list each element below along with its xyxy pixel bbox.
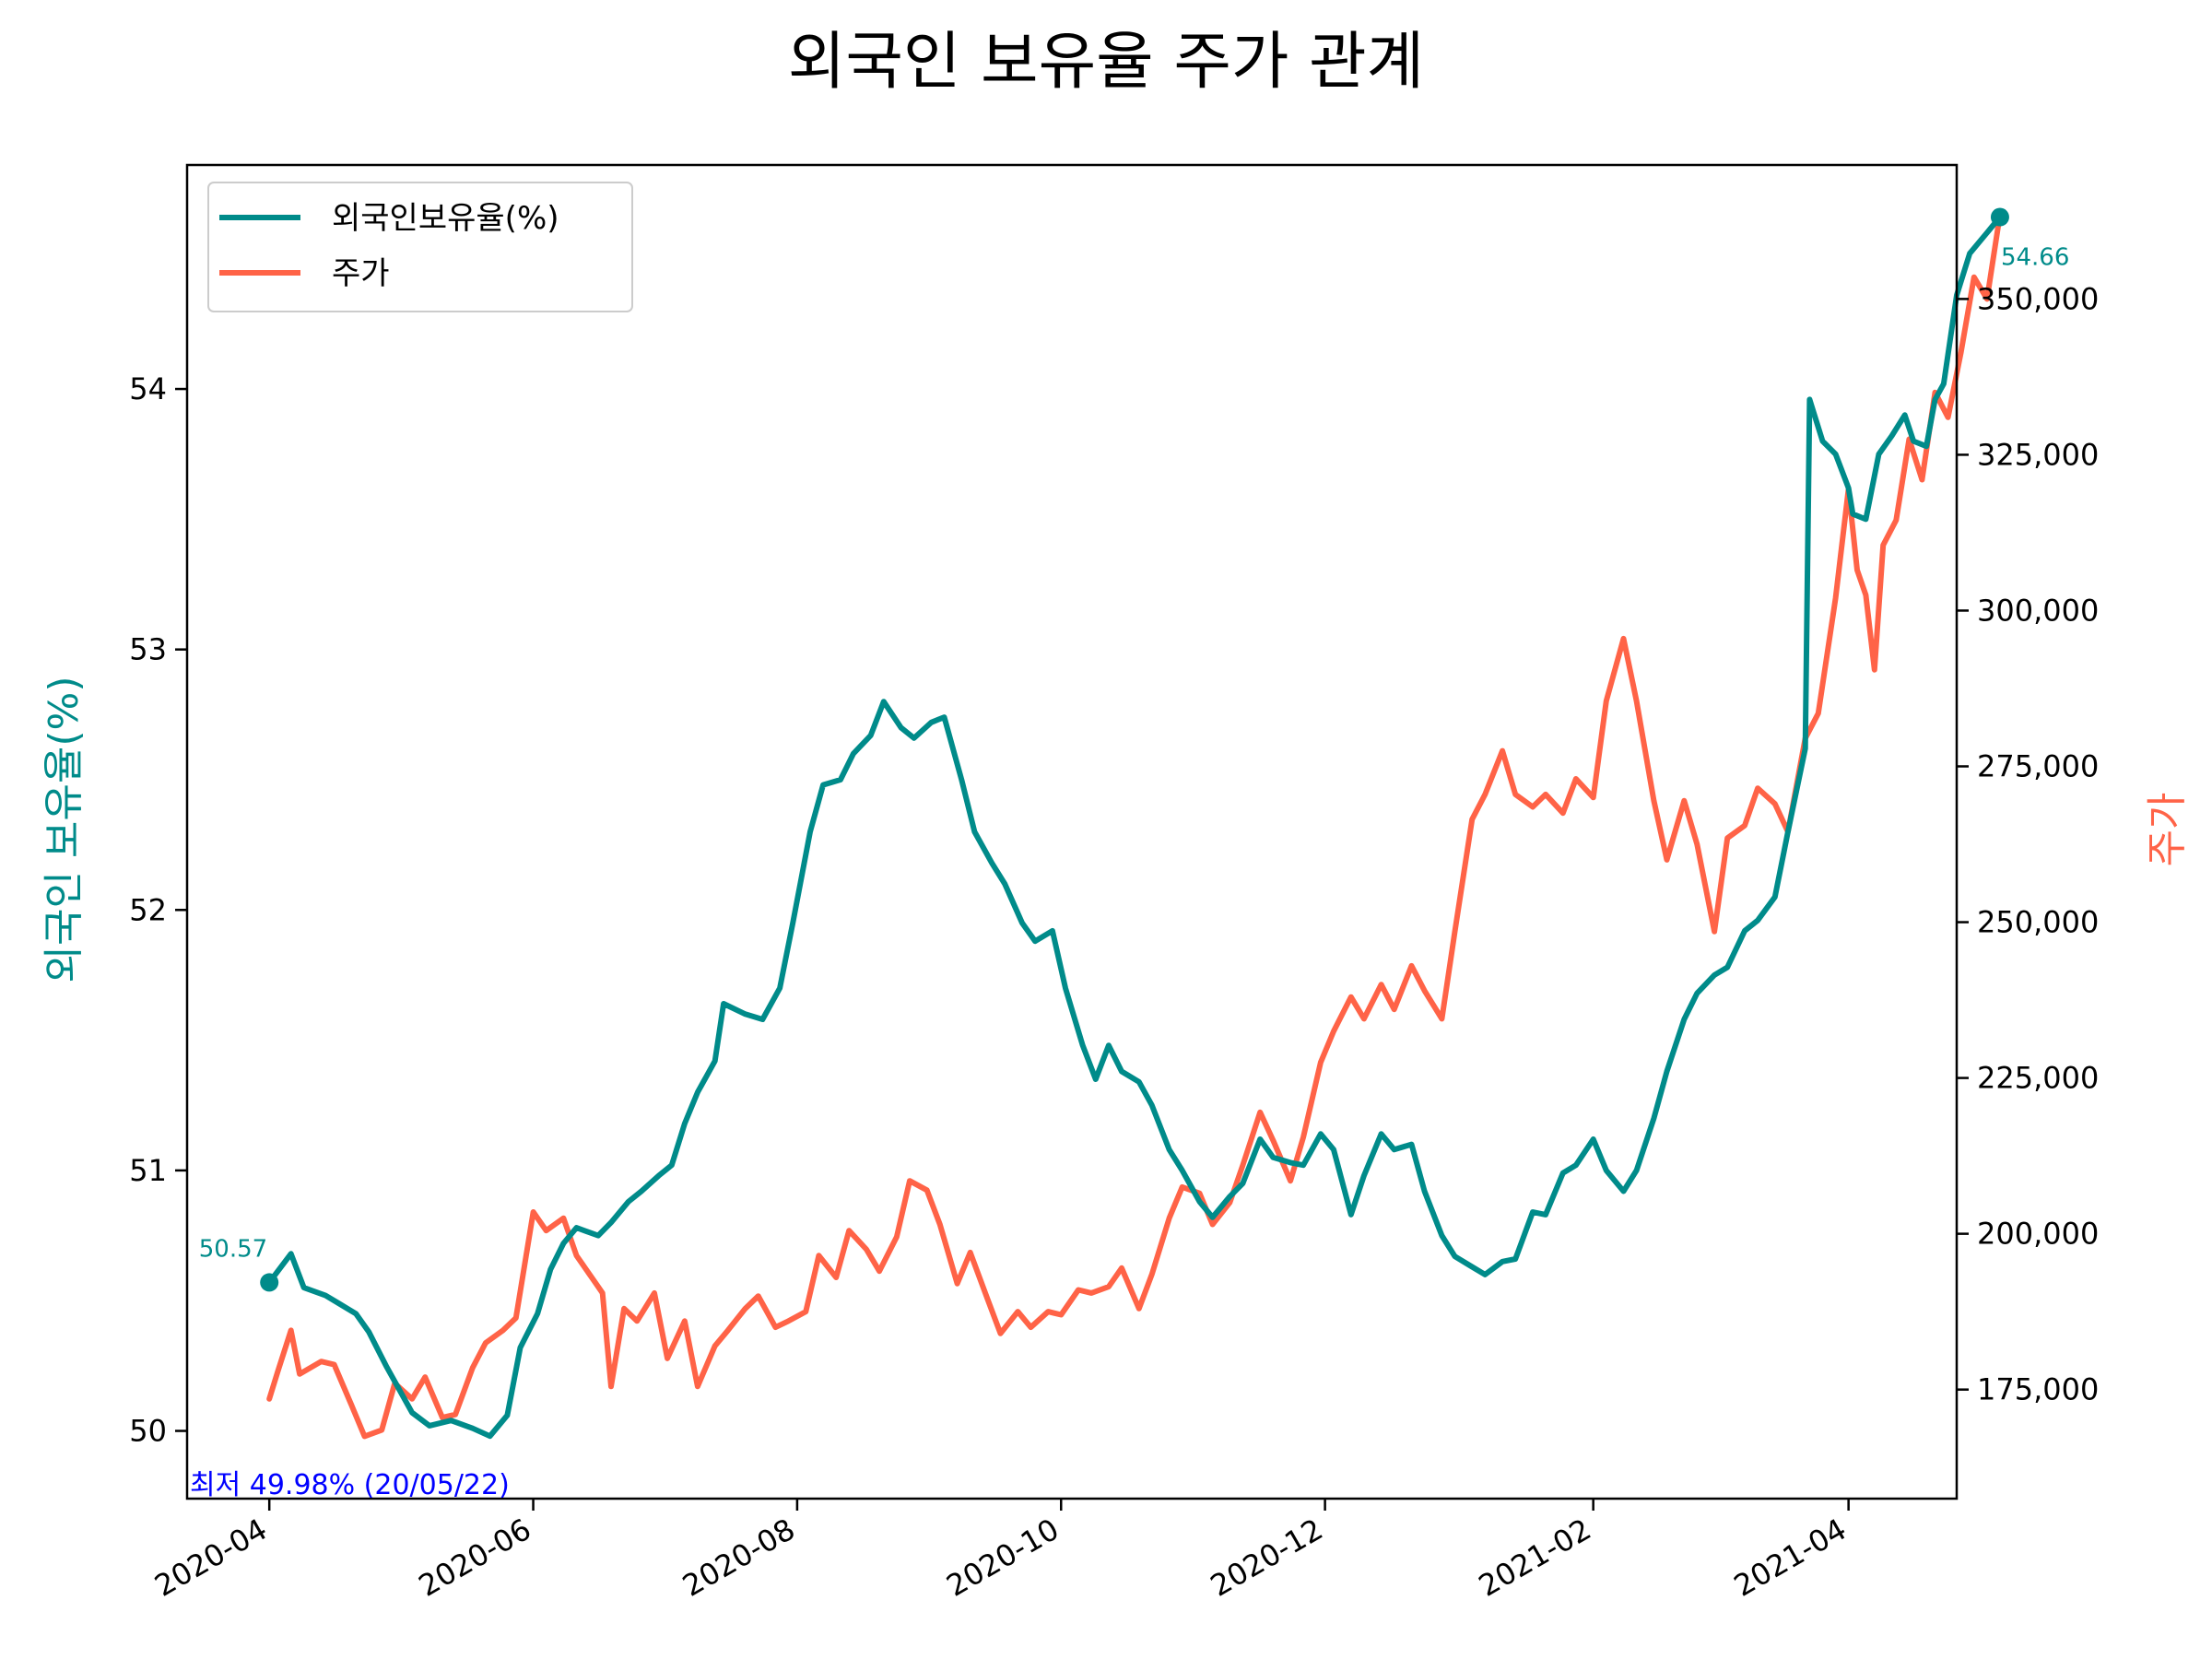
y-tick-label-right: 250,000	[1977, 905, 2099, 940]
y-tick-label-left: 50	[129, 1414, 167, 1449]
legend-label-foreign: 외국인보유율(%)	[332, 200, 559, 237]
series-line-foreign-ownership	[266, 214, 2003, 1440]
series-line-stock-price	[266, 212, 2003, 1440]
y-tick-label-right: 275,000	[1977, 749, 2099, 784]
y-axis-label-right: 주가	[2144, 793, 2191, 867]
y-axis-label-left: 외국인 보유율(%)	[41, 676, 88, 982]
y-tick-label-left: 52	[129, 892, 167, 927]
series-layer	[266, 212, 2003, 1440]
y-tick-label-left: 51	[129, 1153, 167, 1188]
y-tick-label-right: 350,000	[1977, 281, 2099, 316]
legend-box	[207, 182, 633, 312]
y-tick-label-left: 53	[129, 632, 167, 667]
y-tick-label-right: 300,000	[1977, 593, 2099, 628]
y-tick-label-right: 200,000	[1977, 1217, 2099, 1252]
end-point-marker	[1990, 207, 2009, 227]
legend-label-price: 주가	[332, 255, 390, 292]
y-tick-label-right: 225,000	[1977, 1061, 2099, 1096]
annotation-layer: 50.57 54.66 최저 49.98% (20/05/22)	[190, 207, 2069, 1501]
y-tick-label-right: 175,000	[1977, 1372, 2099, 1407]
y-tick-label-right: 325,000	[1977, 437, 2099, 472]
y-tick-label-left: 54	[129, 371, 167, 406]
legend: 외국인보유율(%) 주가	[207, 182, 633, 312]
plot-frame	[185, 163, 1959, 1500]
start-value-label: 50.57	[199, 1235, 267, 1263]
chart-title: 외국인 보유율 주가 관계	[788, 26, 1424, 99]
minimum-value-label: 최저 49.98% (20/05/22)	[190, 1469, 510, 1501]
start-point-marker	[260, 1273, 279, 1292]
end-value-label: 54.66	[2001, 244, 2069, 272]
